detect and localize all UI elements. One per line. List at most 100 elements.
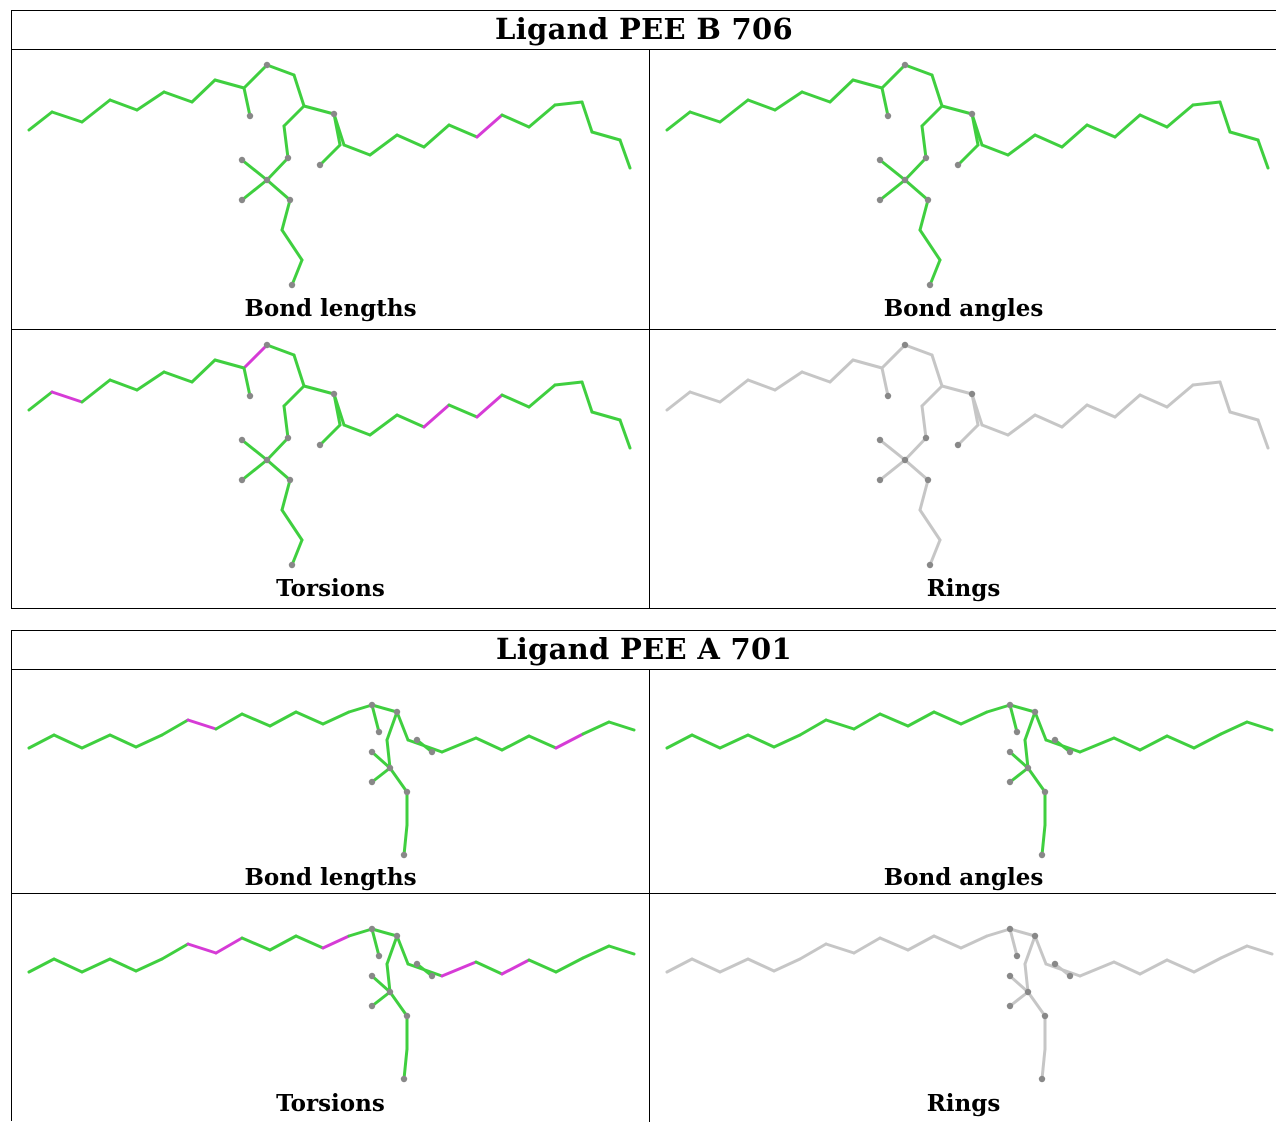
bond (80, 98, 112, 124)
bond (1006, 133, 1037, 157)
bond (50, 110, 84, 124)
bond (918, 198, 930, 232)
atom (1041, 1012, 1049, 1020)
bond (880, 366, 890, 398)
bond (878, 178, 907, 202)
atom (403, 788, 411, 796)
panel-caption: Rings (926, 1090, 1001, 1117)
atom (922, 154, 930, 162)
bond (607, 944, 636, 956)
atom (368, 1002, 376, 1010)
atom (901, 176, 909, 184)
bond (773, 90, 804, 112)
atom (263, 341, 271, 349)
bond (213, 358, 246, 370)
bond (1085, 403, 1117, 419)
bond (80, 957, 112, 974)
bond (690, 957, 722, 974)
bond (108, 733, 138, 749)
bond (903, 458, 930, 482)
atom (375, 952, 383, 960)
atom (954, 441, 962, 449)
bond (321, 710, 351, 726)
atom (368, 925, 376, 933)
bond (746, 733, 776, 749)
bond (1060, 123, 1089, 149)
bond (370, 703, 381, 734)
bond (282, 384, 306, 408)
bond (80, 733, 112, 750)
bond (370, 750, 392, 770)
divider (649, 49, 650, 609)
bond (475, 113, 504, 139)
atom (926, 281, 934, 289)
atom (330, 110, 338, 118)
divider (12, 893, 1276, 894)
atom (246, 392, 254, 400)
bond (930, 73, 944, 108)
bond (402, 823, 409, 857)
panel-bond-lengths: Bond lengths (12, 50, 649, 329)
bond (186, 718, 218, 731)
atom (901, 61, 909, 69)
bond (878, 438, 907, 462)
atom (284, 434, 292, 442)
bond (772, 957, 802, 973)
bond (52, 957, 84, 974)
atom (1006, 925, 1014, 933)
bond (370, 703, 399, 714)
atom (1038, 1075, 1046, 1083)
atom (1006, 972, 1014, 980)
bond (928, 258, 942, 287)
bond (1023, 738, 1030, 770)
bond (135, 370, 166, 392)
bond (940, 104, 974, 116)
atom (316, 441, 324, 449)
bond (240, 458, 269, 482)
atom (876, 156, 884, 164)
atom (330, 390, 338, 398)
panel-rings: Rings (650, 330, 1276, 609)
panel-torsions: Torsions (12, 894, 649, 1122)
bond (1023, 710, 1037, 742)
bond (1008, 703, 1037, 714)
bond (1008, 703, 1019, 734)
bond (134, 733, 164, 749)
bond (265, 436, 290, 462)
atom (428, 748, 436, 756)
bond (918, 508, 942, 542)
bond (447, 123, 479, 139)
atom (1006, 778, 1014, 786)
bond (580, 100, 594, 134)
bond (370, 927, 399, 938)
panel-caption: Torsions (276, 1090, 385, 1117)
bond (1192, 732, 1223, 750)
atom (1024, 988, 1032, 996)
atom (1013, 952, 1021, 960)
bond (332, 112, 342, 147)
bond (294, 710, 325, 726)
atom (1051, 736, 1059, 744)
bond (1026, 766, 1047, 794)
bond (395, 133, 426, 149)
bond (970, 112, 980, 147)
bond (186, 942, 218, 955)
bond (27, 957, 56, 974)
bond (554, 956, 585, 974)
bond (607, 720, 636, 732)
bond (1033, 133, 1064, 149)
bond (388, 766, 409, 794)
atom (368, 701, 376, 709)
bond (370, 990, 392, 1008)
bond (527, 958, 558, 974)
bond (385, 962, 392, 994)
bond (240, 712, 272, 728)
bond (395, 413, 426, 429)
atom (368, 748, 376, 756)
panel-rings: Rings (650, 894, 1276, 1122)
atom (968, 390, 976, 398)
bond (798, 942, 828, 961)
atom (400, 851, 408, 859)
bond (1256, 418, 1270, 450)
bond (240, 158, 269, 182)
